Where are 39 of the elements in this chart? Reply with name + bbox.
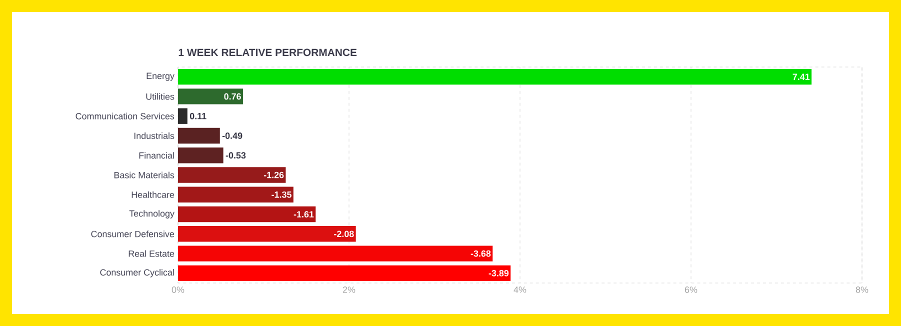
x-tick-label: 2% — [342, 286, 356, 293]
y-tick-label: Communication Services — [76, 112, 174, 120]
bar — [178, 88, 243, 104]
bar — [178, 128, 220, 144]
data-label: 7.41 — [792, 74, 810, 80]
data-label: 0.76 — [224, 93, 241, 100]
y-tick-label: Energy — [146, 72, 174, 81]
bar — [178, 186, 294, 202]
x-tick-label: 6% — [684, 286, 698, 293]
y-tick-label: Technology — [129, 210, 174, 218]
y-tick-label: Consumer Cyclical — [100, 269, 174, 278]
data-label: -0.53 — [226, 152, 246, 159]
y-tick-label: Real Estate — [128, 250, 174, 257]
x-tick-label: 4% — [514, 286, 526, 293]
x-tick-label: 8% — [856, 286, 868, 293]
bar — [178, 226, 356, 242]
data-label: 0.11 — [190, 112, 206, 120]
bar — [178, 265, 511, 282]
data-label: -3.89 — [488, 270, 509, 276]
data-label: -1.26 — [264, 172, 284, 178]
data-label: -0.49 — [222, 132, 242, 139]
y-tick-label: Utilities — [146, 93, 174, 100]
bar — [178, 206, 316, 222]
bar — [178, 148, 224, 164]
chart-title: 1 WEEK RELATIVE PERFORMANCE — [178, 48, 357, 56]
bar — [178, 108, 188, 124]
bar — [178, 68, 812, 85]
x-tick-label: 0% — [172, 286, 184, 293]
y-tick-label: Basic Materials — [114, 172, 174, 178]
data-label: -1.35 — [272, 191, 292, 198]
bar — [178, 167, 286, 183]
data-label: -1.61 — [294, 211, 314, 218]
data-label: -3.68 — [470, 250, 491, 257]
y-tick-label: Industrials — [134, 132, 174, 140]
data-label: -2.08 — [334, 230, 354, 238]
y-tick-label: Consumer Defensive — [91, 230, 174, 238]
y-tick-label: Healthcare — [132, 191, 174, 198]
y-tick-label: Financial — [139, 152, 174, 159]
bar — [178, 246, 493, 262]
